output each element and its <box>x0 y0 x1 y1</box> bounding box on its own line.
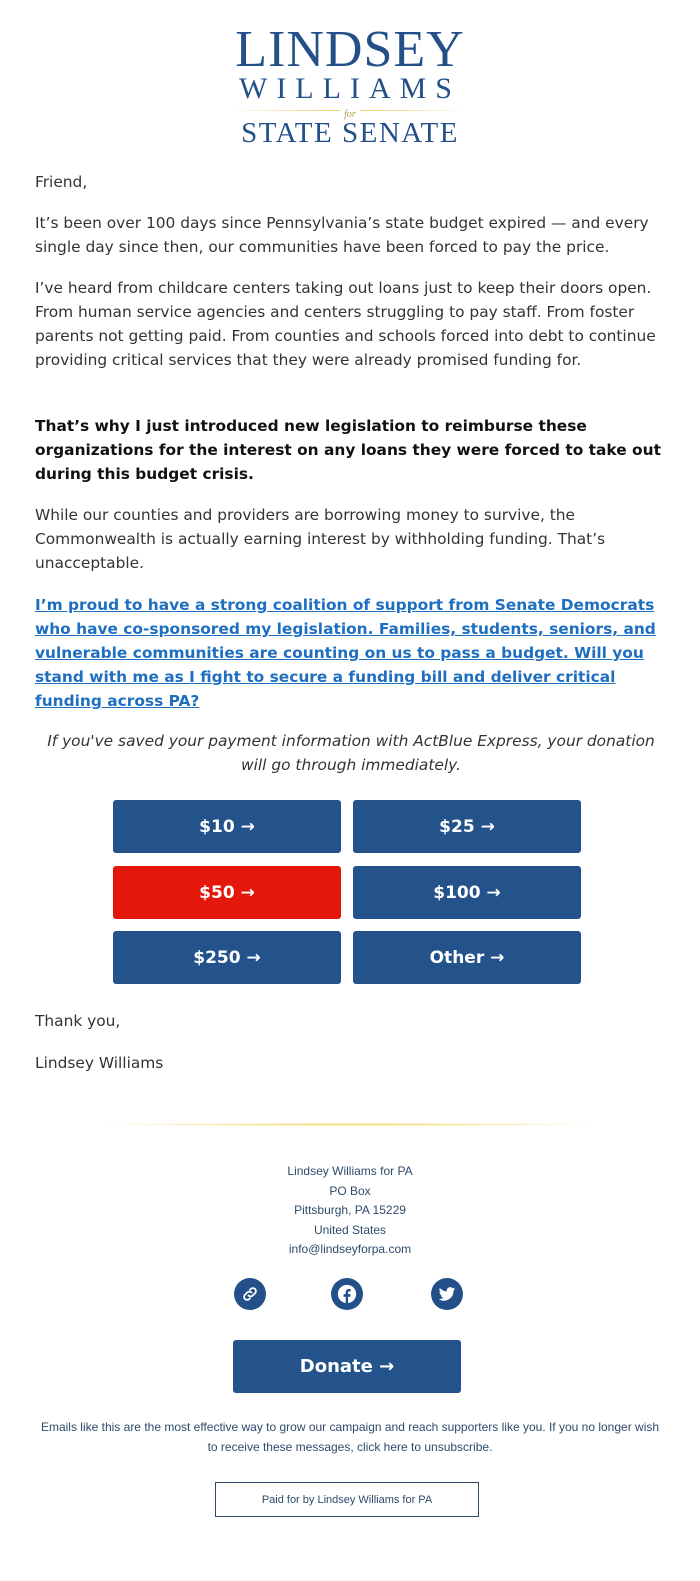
footer-address: Lindsey Williams for PA PO Box Pittsburg… <box>0 1162 700 1260</box>
twitter-icon[interactable] <box>431 1278 463 1310</box>
gold-divider <box>90 1123 610 1126</box>
paid-for-box: Paid for by Lindsey Williams for PA <box>215 1482 479 1517</box>
donate-button[interactable]: Donate → <box>233 1340 461 1393</box>
logo-line-3: STATE SENATE <box>241 117 459 149</box>
unsubscribe-disclaimer[interactable]: Emails like this are the most effective … <box>40 1420 660 1454</box>
campaign-logo: LINDSEY WILLIAMS for STATE SENATE <box>0 21 700 149</box>
paragraph-2: I’ve heard from childcare centers taking… <box>35 279 656 369</box>
link-icon[interactable] <box>234 1278 266 1310</box>
donate-25-button[interactable]: $25 → <box>353 800 581 853</box>
address-city: Pittsburgh, PA 15229 <box>294 1203 406 1217</box>
donate-other-button[interactable]: Other → <box>353 931 581 984</box>
address-org: Lindsey Williams for PA <box>287 1164 413 1178</box>
donate-10-button[interactable]: $10 → <box>113 800 341 853</box>
address-po-box: PO Box <box>329 1183 371 1198</box>
paragraph-1: It’s been over 100 days since Pennsylvan… <box>35 214 649 256</box>
donate-100-button[interactable]: $100 → <box>353 866 581 919</box>
paragraph-3: While our counties and providers are bor… <box>35 506 606 572</box>
facebook-icon[interactable] <box>331 1278 363 1310</box>
bold-paragraph: That’s why I just introduced new legisla… <box>35 417 661 483</box>
address-country: United States <box>313 1222 387 1237</box>
logo-line-2: WILLIAMS <box>239 72 461 105</box>
actblue-express-note: If you've saved your payment information… <box>47 732 655 774</box>
greeting: Friend, <box>35 173 88 191</box>
donate-link-paragraph[interactable]: I’m proud to have a strong coalition of … <box>35 596 656 710</box>
address-email[interactable]: info@lindseyforpa.com <box>288 1242 412 1256</box>
signature: Lindsey Williams <box>35 1054 164 1072</box>
thanks: Thank you, <box>35 1012 121 1030</box>
logo-line-1: LINDSEY <box>235 21 465 78</box>
logo-for: for <box>340 109 360 120</box>
donate-50-button[interactable]: $50 → <box>113 866 341 919</box>
logo-divider: for <box>230 104 470 120</box>
donate-250-button[interactable]: $250 → <box>113 931 341 984</box>
